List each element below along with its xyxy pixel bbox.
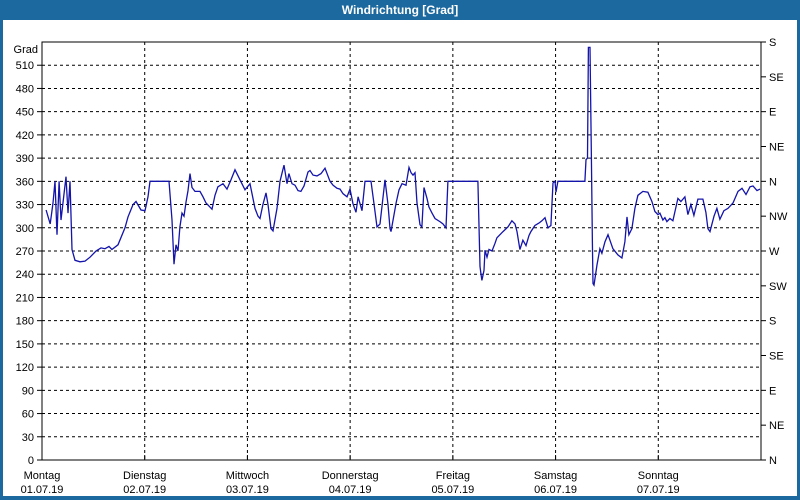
day-label: Mittwoch bbox=[226, 470, 269, 482]
y-axis-tick-label: 240 bbox=[16, 269, 34, 281]
day-label: Freitag bbox=[436, 470, 470, 482]
date-label: 02.07.19 bbox=[123, 484, 166, 496]
y-axis-tick-label: 510 bbox=[16, 60, 34, 72]
plot-border bbox=[41, 41, 762, 461]
y-axis-tick-label: 120 bbox=[16, 362, 34, 374]
y-axis-tick-label: 60 bbox=[22, 409, 34, 421]
compass-label: N bbox=[769, 455, 777, 467]
compass-label: NE bbox=[769, 420, 784, 432]
y-axis-unit-label: Grad bbox=[13, 44, 38, 56]
wind-direction-line bbox=[45, 46, 761, 287]
date-label: 05.07.19 bbox=[431, 484, 474, 496]
date-label: 01.07.19 bbox=[21, 484, 64, 496]
window-title: Windrichtung [Grad] bbox=[341, 3, 459, 17]
date-label: 03.07.19 bbox=[226, 484, 269, 496]
day-label: Samstag bbox=[534, 470, 577, 482]
y-axis-tick-label: 300 bbox=[16, 223, 34, 235]
y-axis-tick-label: 90 bbox=[22, 385, 34, 397]
compass-label: W bbox=[769, 246, 780, 258]
compass-label: E bbox=[769, 107, 776, 119]
y-axis-tick-label: 330 bbox=[16, 200, 34, 212]
y-axis-tick-label: 0 bbox=[28, 455, 34, 467]
chart-background bbox=[3, 20, 797, 496]
y-axis-tick-label: 480 bbox=[16, 83, 34, 95]
compass-label: NW bbox=[769, 211, 788, 223]
compass-label: NE bbox=[769, 142, 784, 154]
date-label: 04.07.19 bbox=[329, 484, 372, 496]
compass-label: SE bbox=[769, 72, 784, 84]
y-axis-tick-label: 30 bbox=[22, 432, 34, 444]
compass-label: E bbox=[769, 385, 776, 397]
day-label: Montag bbox=[24, 470, 61, 482]
compass-label: N bbox=[769, 176, 777, 188]
date-label: 07.07.19 bbox=[637, 484, 680, 496]
y-axis-tick-label: 180 bbox=[16, 316, 34, 328]
compass-label: SW bbox=[769, 281, 787, 293]
y-axis-tick-label: 270 bbox=[16, 246, 34, 258]
y-axis-tick-label: 390 bbox=[16, 153, 34, 165]
compass-label: S bbox=[769, 316, 776, 328]
day-label: Donnerstag bbox=[322, 470, 379, 482]
y-axis-tick-label: 150 bbox=[16, 339, 34, 351]
day-label: Sonntag bbox=[638, 470, 679, 482]
y-axis-tick-label: 420 bbox=[16, 130, 34, 142]
date-label: 06.07.19 bbox=[534, 484, 577, 496]
y-axis-tick-label: 450 bbox=[16, 107, 34, 119]
y-axis-tick-label: 210 bbox=[16, 292, 34, 304]
compass-label: SE bbox=[769, 351, 784, 363]
day-label: Dienstag bbox=[123, 470, 166, 482]
compass-label: S bbox=[769, 37, 776, 49]
window-title-bar: Windrichtung [Grad] bbox=[0, 0, 800, 20]
y-axis-tick-label: 360 bbox=[16, 176, 34, 188]
